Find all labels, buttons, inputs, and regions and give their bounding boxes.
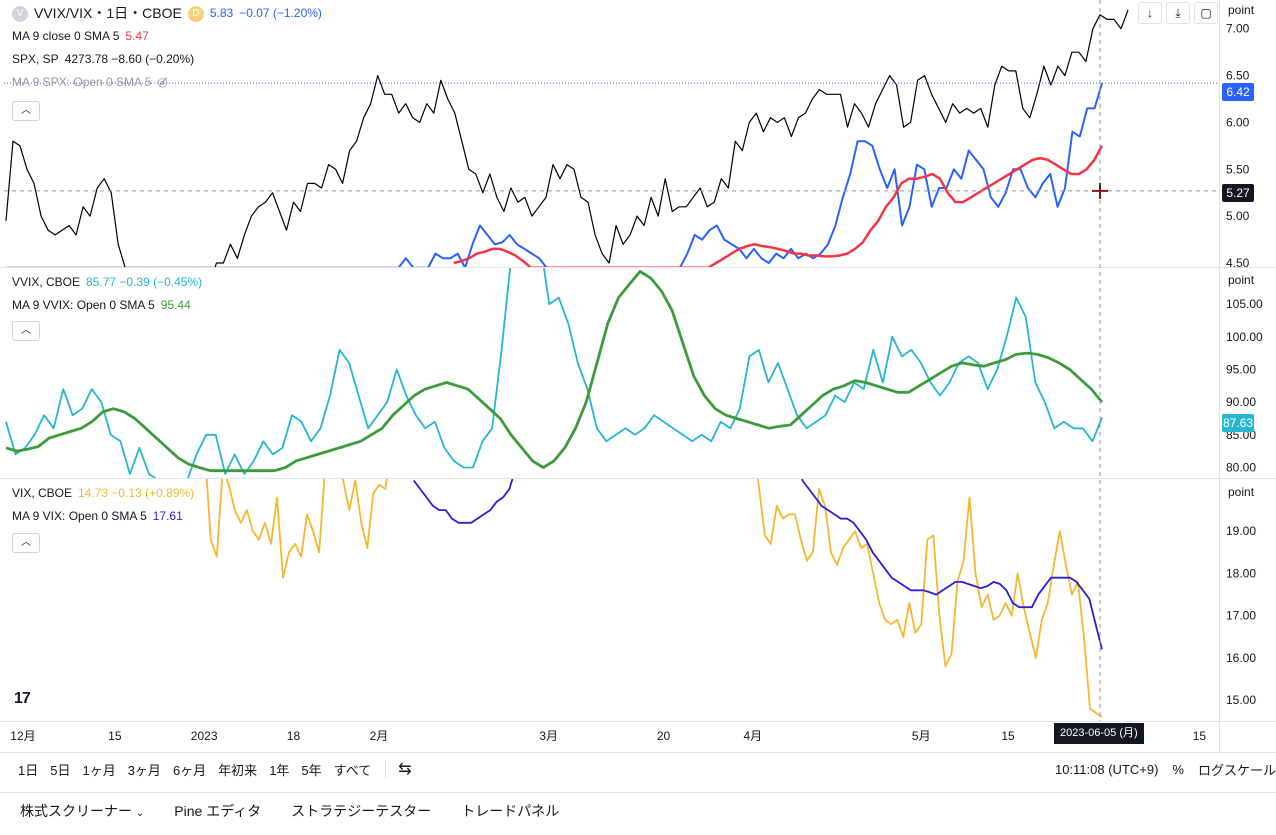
y-tick-label: 6.50	[1226, 69, 1250, 83]
vvix-symbol[interactable]: VVIX, CBOE	[12, 275, 81, 289]
period-separator	[385, 760, 387, 778]
percent-toggle[interactable]: %	[1172, 761, 1184, 777]
series-line-spx-sp[interactable]	[5, 9, 1129, 291]
maximize-icon[interactable]: ▢	[1194, 2, 1218, 24]
x-tick-label: 4月	[743, 729, 762, 743]
crosshair-price-tag: 5.27	[1222, 184, 1254, 202]
period-1y-button[interactable]: 1年	[269, 762, 290, 778]
collapse-pane1-button[interactable]: ︿	[12, 101, 40, 121]
x-tick-label: 15	[1001, 729, 1015, 743]
y-tick-label: 17.00	[1226, 609, 1256, 623]
crosshair-date-label: 2023-06-05 (月)	[1054, 723, 1144, 744]
y-tick-label: 95.00	[1226, 362, 1256, 376]
period-1m-button[interactable]: 1ヶ月	[82, 762, 116, 778]
y-tick-label: 5.00	[1226, 209, 1250, 223]
y-tick-label: 4.50	[1226, 256, 1250, 270]
ma-vix-label[interactable]: MA 9 VIX: Open 0 SMA 5	[12, 509, 147, 523]
tab-trade-panel[interactable]: トレードパネル	[461, 803, 560, 819]
tab-stock-screener[interactable]: 株式スクリーナー ⌄	[20, 801, 144, 821]
x-tick-label: 2月	[370, 729, 389, 743]
hidden-eye-icon[interactable]: ◎̸	[157, 75, 168, 89]
symbol-logo-icon: V	[12, 5, 28, 22]
y-tick-label: 90.00	[1226, 395, 1256, 409]
vvix-price-tag: 87.63	[1222, 414, 1254, 432]
period-5d-button[interactable]: 5日	[50, 762, 71, 778]
chevron-down-icon: ⌄	[135, 808, 145, 819]
x-tick-label: 3月	[539, 729, 558, 743]
tab-stock-screener-label: 株式スクリーナー	[20, 803, 132, 819]
vix-legend: VIX, CBOE 14.73 −0.13 (+0.89%) MA 9 VIX:…	[12, 482, 194, 528]
collapse-pane3-button[interactable]: ︿	[12, 533, 40, 553]
y-tick-label: 105.00	[1226, 297, 1263, 311]
log-scale-toggle[interactable]: ログスケール	[1197, 762, 1276, 778]
clock-label[interactable]: 10:11:08 (UTC+9)	[1054, 761, 1159, 777]
y-tick-label: 15.00	[1226, 693, 1256, 707]
y-tick-label: 5.50	[1226, 162, 1250, 176]
x-tick-label: 18	[287, 729, 301, 743]
period-1d-button[interactable]: 1日	[18, 762, 39, 778]
tab-strategy-tester[interactable]: ストラテジーテスター	[291, 803, 432, 819]
bottom-panel-tabs: 株式スクリーナー ⌄ Pine エディタ ストラテジーテスター トレードパネル	[0, 792, 1276, 829]
date-range-icon[interactable]: ⇆	[398, 761, 412, 778]
tab-pine-editor[interactable]: Pine エディタ	[174, 803, 262, 819]
y-tick-label: 16.00	[1226, 651, 1256, 665]
chart-area[interactable]: 4.505.005.506.006.507.0080.0085.0090.009…	[0, 0, 1276, 752]
period-ytd-button[interactable]: 年初来	[218, 762, 258, 778]
period-all-button[interactable]: すべて	[333, 762, 372, 778]
period-5y-button[interactable]: 5年	[301, 762, 322, 778]
period-6m-button[interactable]: 6ヶ月	[172, 762, 207, 778]
vix-symbol[interactable]: VIX, CBOE	[12, 486, 73, 500]
pane2-unit-label: point	[1228, 273, 1255, 287]
series-line-vvix-cboe[interactable]	[5, 206, 1103, 487]
series-line-ma-9-vix-open-0-sma-5[interactable]	[413, 447, 1103, 650]
ma-vvix-value: 95.44	[160, 298, 191, 312]
ma-vvix-label[interactable]: MA 9 VVIX: Open 0 SMA 5	[12, 298, 155, 312]
x-tick-label: 15	[1193, 729, 1207, 743]
pane1-unit-label: point	[1228, 3, 1255, 17]
collapse-pane2-button[interactable]: ︿	[12, 321, 40, 341]
x-tick-label: 5月	[912, 729, 931, 743]
period-3m-button[interactable]: 3ヶ月	[127, 762, 161, 778]
crosshair-cursor-icon	[1092, 182, 1108, 199]
series-line-ma-9-close-0-sma-5[interactable]	[453, 145, 1104, 268]
collapse-icon[interactable]: ⤓	[1166, 2, 1190, 24]
x-tick-label: 2023	[191, 729, 218, 743]
data-badge: D	[187, 5, 204, 22]
vvix-legend: VVIX, CBOE 85.77 −0.39 (−0.45%) MA 9 VVI…	[12, 271, 202, 317]
spx-label[interactable]: SPX, SP	[12, 52, 59, 66]
period-bar: 1日 5日 1ヶ月 3ヶ月 6ヶ月 年初来 1年 5年 すべて ⇆ 10:11:…	[0, 752, 1276, 785]
series-line-ma-9-vvix-open-0-sma-5[interactable]	[5, 270, 1104, 473]
tradingview-logo[interactable]: 17	[14, 690, 31, 707]
y-tick-label: 18.00	[1226, 566, 1256, 580]
main-change: −0.07 (−1.20%)	[239, 6, 322, 20]
main-legend: V VVIX/VIX・1日・CBOE D 5.83 −0.07 (−1.20%)…	[12, 2, 322, 94]
pane3-unit-label: point	[1228, 485, 1255, 499]
main-price-tag: 6.42	[1222, 83, 1254, 101]
ma-main-value: 5.47	[125, 29, 149, 43]
series-line-vix-cboe[interactable]	[6, 447, 1103, 718]
y-tick-label: 7.00	[1226, 22, 1250, 36]
vix-value: 14.73 −0.13 (+0.89%)	[78, 486, 195, 500]
x-tick-label: 20	[657, 729, 671, 743]
series-line-vvix-vix[interactable]	[6, 82, 1103, 268]
ma-main-label[interactable]: MA 9 close 0 SMA 5	[12, 29, 120, 43]
vvix-value: 85.77 −0.39 (−0.45%)	[86, 275, 203, 289]
y-tick-label: 100.00	[1226, 330, 1263, 344]
main-value: 5.83	[209, 6, 234, 20]
spx-value: 4273.78 −8.60 (−0.20%)	[64, 52, 195, 66]
move-down-icon[interactable]: ↓	[1138, 2, 1162, 24]
pane-controls: ↓ ⤓ ▢	[1138, 2, 1218, 24]
ma-vix-value: 17.61	[152, 509, 183, 523]
y-tick-label: 19.00	[1226, 524, 1256, 538]
y-tick-label: 6.00	[1226, 115, 1250, 129]
main-symbol[interactable]: VVIX/VIX・1日・CBOE	[34, 5, 182, 21]
ma-spx-label[interactable]: MA 9 SPX: Open 0 SMA 5	[12, 75, 152, 89]
x-tick-label: 12月	[10, 729, 35, 743]
y-tick-label: 80.00	[1226, 460, 1256, 474]
x-tick-label: 15	[108, 729, 122, 743]
